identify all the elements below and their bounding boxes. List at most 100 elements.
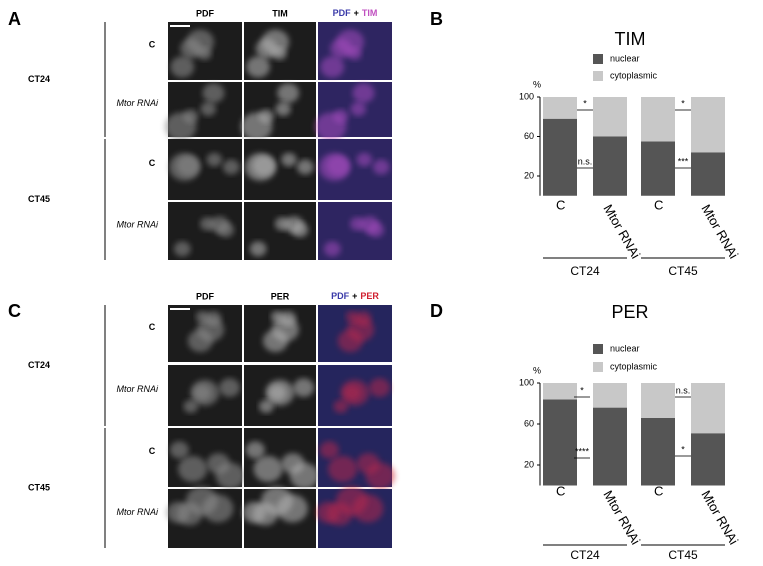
bar-segment <box>593 407 627 486</box>
cell <box>372 159 390 175</box>
legend-label: cytoplasmic <box>610 70 658 80</box>
row-label: C <box>149 39 156 49</box>
y-tick-label: 60 <box>524 131 534 141</box>
legend-swatch <box>593 71 603 81</box>
cell <box>245 441 265 459</box>
annotation: n.s. <box>578 156 593 166</box>
pdf-channel <box>318 202 392 260</box>
bar-segment <box>691 97 725 153</box>
row-label: C <box>149 158 156 168</box>
bar-segment <box>641 383 675 418</box>
y-tick-label: 60 <box>524 418 534 428</box>
cell <box>323 241 341 257</box>
annotation: * <box>580 385 584 395</box>
bar-segment <box>641 97 675 142</box>
bar-segment <box>593 97 627 137</box>
cell <box>242 501 267 524</box>
pdf-channel <box>318 365 392 426</box>
row-label: Mtor RNAi <box>116 98 159 108</box>
group-label: CT24 <box>570 548 600 562</box>
legend-swatch <box>593 54 603 64</box>
cell <box>352 83 375 103</box>
panel-letter: A <box>8 9 21 29</box>
bar-segment <box>543 118 577 196</box>
cell <box>200 102 217 116</box>
cell <box>206 453 230 474</box>
merge-header: PDF + PER <box>331 291 379 301</box>
pdf-channel <box>318 82 392 137</box>
cell <box>291 222 309 238</box>
annotation: *** <box>678 156 689 166</box>
cell <box>246 56 270 78</box>
row-label: C <box>149 446 156 456</box>
cell <box>219 378 240 397</box>
annotation: * <box>681 98 685 108</box>
cell <box>320 56 345 78</box>
pdf-channel <box>318 305 392 362</box>
cell <box>293 378 315 397</box>
cell <box>262 329 288 353</box>
legend-label: cytoplasmic <box>610 361 658 371</box>
cell <box>369 378 390 397</box>
cell <box>356 453 380 474</box>
x-tick-label: Mtor RNAi <box>600 488 643 548</box>
x-tick-label: C <box>556 483 565 498</box>
cell <box>195 310 209 323</box>
group-label: CT45 <box>28 482 50 492</box>
x-tick-label: C <box>556 197 565 212</box>
cell <box>328 455 358 483</box>
group-label: CT24 <box>570 264 600 278</box>
cell <box>258 399 274 414</box>
panel-letter: C <box>8 301 21 321</box>
legend-swatch <box>593 344 603 354</box>
cell <box>261 29 290 55</box>
group-label: CT45 <box>668 548 698 562</box>
x-tick-label: C <box>654 197 663 212</box>
cell <box>173 241 191 257</box>
chart-title: PER <box>611 302 648 322</box>
merge-header-part: + <box>352 291 357 301</box>
cell <box>217 222 235 238</box>
merge-header-part: PER <box>360 291 379 301</box>
y-axis-label: % <box>533 365 541 375</box>
column-header: TIM <box>272 8 288 18</box>
cell <box>240 112 273 141</box>
cell <box>296 159 314 175</box>
bar-segment <box>593 136 627 196</box>
row-label: C <box>149 322 156 332</box>
cell <box>261 486 293 516</box>
cell <box>166 501 191 524</box>
chart-title: TIM <box>615 29 646 49</box>
column-header: PDF <box>196 8 215 18</box>
x-tick-label: Mtor RNAi <box>698 202 741 262</box>
bar-segment <box>691 383 725 434</box>
cell <box>222 159 240 175</box>
cell <box>202 83 225 103</box>
cell <box>268 384 287 401</box>
merge-header: PDF + TIM <box>333 8 378 18</box>
bar-segment <box>543 97 577 119</box>
cell <box>333 399 349 414</box>
cell <box>319 441 339 459</box>
annotation: * <box>583 98 587 108</box>
group-label: CT45 <box>28 194 50 204</box>
column-header: PDF <box>196 291 215 301</box>
cell <box>169 441 189 459</box>
cell <box>337 329 363 353</box>
legend-swatch <box>593 362 603 372</box>
cell <box>252 155 276 177</box>
bar-segment <box>691 152 725 196</box>
group-label: CT45 <box>668 264 698 278</box>
annotation: * <box>681 444 685 454</box>
x-tick-label: Mtor RNAi <box>698 488 741 548</box>
cell <box>279 311 297 326</box>
column-header: PER <box>271 291 290 301</box>
x-tick-label: C <box>654 483 663 498</box>
x-tick-label: Mtor RNAi <box>600 202 643 262</box>
pdf-channel <box>318 489 392 548</box>
y-tick-label: 20 <box>524 459 534 469</box>
bar-segment <box>543 383 577 400</box>
y-tick-label: 20 <box>524 170 534 180</box>
y-tick-label: 100 <box>519 377 534 387</box>
